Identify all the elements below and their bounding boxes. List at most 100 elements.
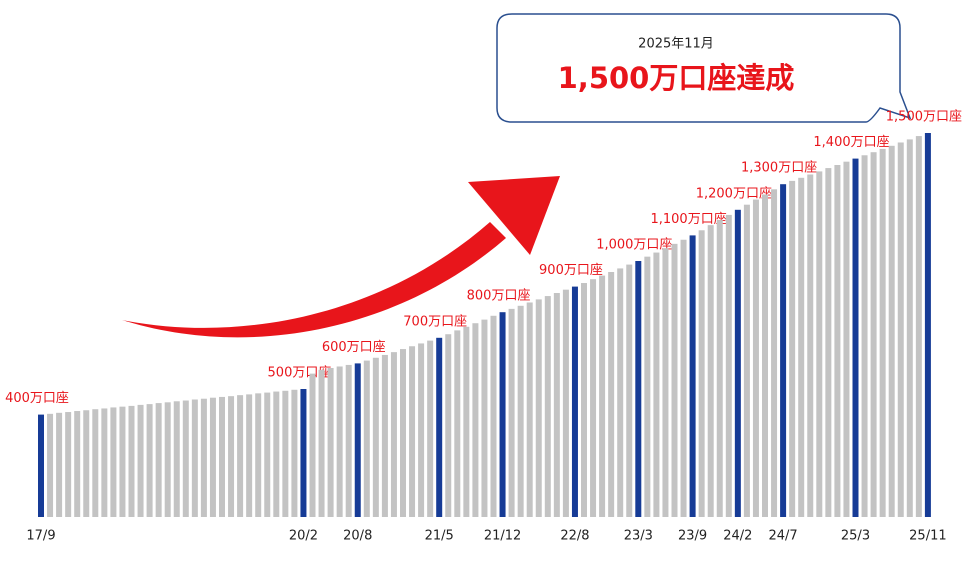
bar xyxy=(237,395,244,517)
bar xyxy=(191,399,198,517)
bar xyxy=(725,214,732,518)
bar xyxy=(789,180,796,517)
bar xyxy=(915,136,922,517)
bar xyxy=(381,354,388,517)
bar xyxy=(653,252,660,517)
x-tick-label: 23/3 xyxy=(624,529,653,544)
bar xyxy=(879,148,886,517)
bar xyxy=(400,349,406,517)
bar xyxy=(228,396,235,517)
bar xyxy=(852,158,859,517)
bar xyxy=(734,209,741,518)
x-tick-label: 17/9 xyxy=(26,529,55,544)
bar xyxy=(843,161,850,517)
bar xyxy=(436,337,443,517)
bar xyxy=(608,272,615,517)
bar xyxy=(246,394,253,517)
bar xyxy=(264,392,271,517)
x-tick-label: 21/5 xyxy=(425,529,454,544)
bar xyxy=(635,261,642,517)
callout-headline: 1,500万口座達成 xyxy=(558,61,795,95)
bar xyxy=(499,312,506,517)
bar xyxy=(427,340,434,517)
x-tick-label: 25/3 xyxy=(841,529,870,544)
callout-box xyxy=(496,13,912,123)
bar xyxy=(508,308,515,517)
bar xyxy=(336,366,343,517)
bar xyxy=(354,363,361,517)
bar xyxy=(164,402,171,517)
bar xyxy=(146,404,153,517)
x-tick-label: 25/11 xyxy=(909,529,946,544)
bar xyxy=(689,235,696,517)
bar xyxy=(599,275,606,517)
bar xyxy=(816,171,823,517)
bar xyxy=(517,305,524,517)
bar xyxy=(182,400,189,517)
bar xyxy=(209,397,216,517)
bar xyxy=(617,268,624,517)
value-label: 800万口座 xyxy=(467,289,531,304)
bar xyxy=(318,369,325,517)
bar xyxy=(300,389,307,517)
x-tick-label: 21/12 xyxy=(484,529,521,544)
bar xyxy=(553,293,560,517)
bar xyxy=(472,323,479,517)
bar xyxy=(644,256,651,517)
bar xyxy=(200,398,207,517)
bar xyxy=(752,199,759,517)
bar xyxy=(490,315,497,517)
bar xyxy=(680,239,687,517)
value-label: 600万口座 xyxy=(322,340,386,355)
bar xyxy=(363,360,370,517)
bar xyxy=(65,412,72,517)
bar xyxy=(571,286,578,517)
bar xyxy=(38,414,44,517)
bar xyxy=(906,139,913,517)
bar xyxy=(626,264,633,517)
callout-date: 2025年11月 xyxy=(638,37,714,52)
bar xyxy=(562,289,569,517)
x-tick-label: 22/8 xyxy=(560,529,589,544)
bar xyxy=(481,319,488,517)
bar xyxy=(897,142,904,518)
value-label: 1,200万口座 xyxy=(696,186,772,201)
bar xyxy=(771,189,778,517)
bar xyxy=(345,364,352,517)
bar xyxy=(454,330,461,517)
bar xyxy=(173,401,180,517)
bar xyxy=(807,174,814,518)
bar xyxy=(924,133,931,517)
bar xyxy=(463,326,470,517)
bar xyxy=(798,177,805,518)
bar xyxy=(119,406,126,517)
bar xyxy=(101,408,108,517)
bar xyxy=(47,413,54,517)
bar xyxy=(56,412,63,517)
bar xyxy=(698,230,705,517)
bar xyxy=(273,391,280,517)
bar xyxy=(409,346,416,517)
x-tick-label: 24/7 xyxy=(768,529,797,544)
value-label: 1,000万口座 xyxy=(596,238,672,253)
bar xyxy=(834,165,841,517)
bar xyxy=(255,393,262,517)
bar xyxy=(291,389,298,517)
value-label: 1,400万口座 xyxy=(813,135,889,150)
bar xyxy=(707,225,714,517)
bar xyxy=(716,220,723,518)
bar xyxy=(327,368,334,517)
bar xyxy=(219,396,225,517)
bar xyxy=(92,409,99,517)
bar xyxy=(535,299,542,517)
bar xyxy=(445,334,452,517)
bar xyxy=(590,279,597,517)
growth-arrow-head xyxy=(468,176,560,255)
value-label: 1,100万口座 xyxy=(650,212,726,227)
bar xyxy=(128,405,135,517)
growth-arrow xyxy=(122,222,506,338)
bar xyxy=(309,373,316,517)
value-label: 700万口座 xyxy=(403,314,467,329)
bar xyxy=(780,184,787,517)
